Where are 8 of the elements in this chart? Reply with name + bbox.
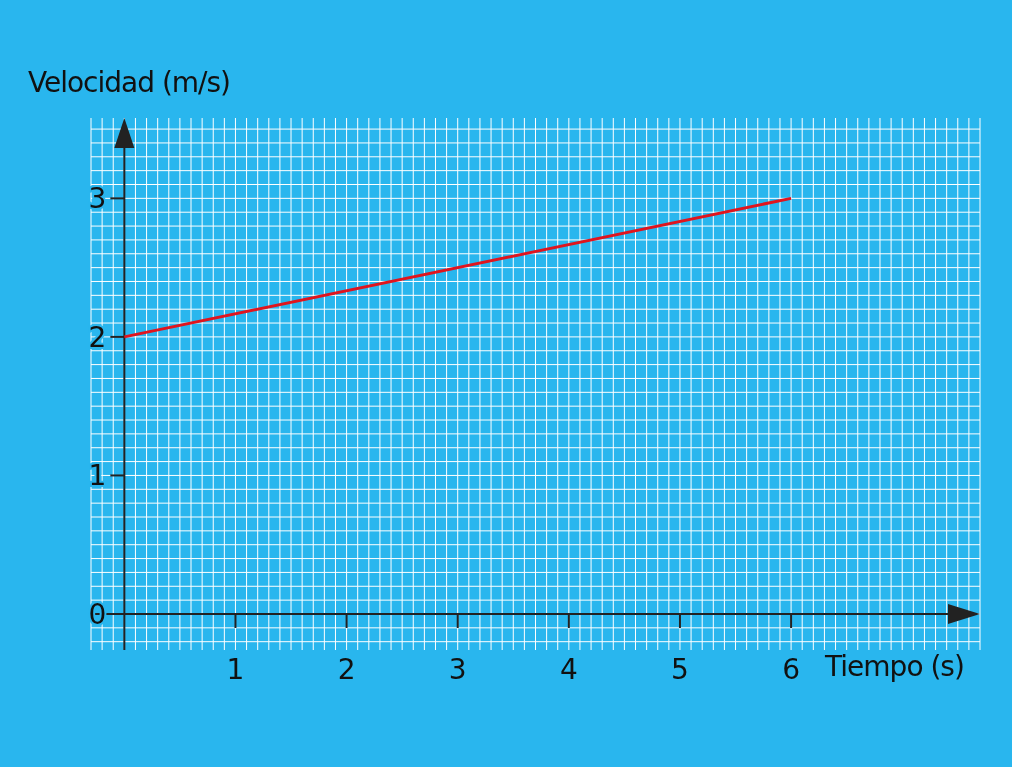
x-tick-label: 5 [671, 652, 689, 686]
x-tick-label: 6 [782, 652, 800, 686]
x-tick-label: 2 [337, 652, 356, 686]
x-tick-label: 4 [559, 652, 578, 686]
x-tick-label: 3 [448, 652, 467, 686]
y-axis-title: Velocidad (m/s) [28, 66, 231, 99]
x-axis-title: Tiempo (s) [824, 649, 964, 683]
x-tick-label: 1 [226, 652, 245, 686]
